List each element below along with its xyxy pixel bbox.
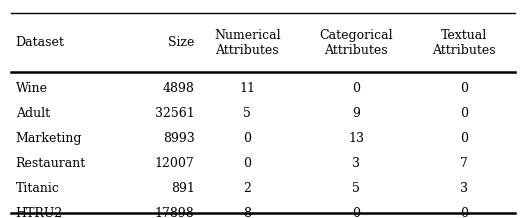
Text: 0: 0: [352, 207, 360, 218]
Text: Adult: Adult: [16, 107, 50, 120]
Text: 12007: 12007: [155, 157, 195, 170]
Text: Dataset: Dataset: [16, 36, 65, 49]
Text: Numerical
Attributes: Numerical Attributes: [214, 29, 280, 56]
Text: 11: 11: [239, 82, 255, 95]
Text: 17898: 17898: [155, 207, 195, 218]
Text: 13: 13: [348, 132, 365, 145]
Text: Marketing: Marketing: [16, 132, 82, 145]
Text: 0: 0: [460, 107, 468, 120]
Text: 0: 0: [460, 207, 468, 218]
Text: 5: 5: [352, 182, 360, 195]
Text: 8: 8: [243, 207, 251, 218]
Text: 4898: 4898: [163, 82, 195, 95]
Text: 0: 0: [460, 132, 468, 145]
Text: HTRU2: HTRU2: [16, 207, 63, 218]
Text: 891: 891: [171, 182, 195, 195]
Text: 3: 3: [352, 157, 360, 170]
Text: Textual
Attributes: Textual Attributes: [432, 29, 496, 56]
Text: 9: 9: [352, 107, 360, 120]
Text: 8993: 8993: [163, 132, 195, 145]
Text: 5: 5: [244, 107, 251, 120]
Text: 0: 0: [352, 82, 360, 95]
Text: 32561: 32561: [155, 107, 195, 120]
Text: 0: 0: [243, 132, 251, 145]
Text: 0: 0: [460, 82, 468, 95]
Text: 2: 2: [244, 182, 251, 195]
Text: Titanic: Titanic: [16, 182, 59, 195]
Text: 0: 0: [243, 157, 251, 170]
Text: 3: 3: [460, 182, 468, 195]
Text: Size: Size: [168, 36, 195, 49]
Text: Restaurant: Restaurant: [16, 157, 86, 170]
Text: Wine: Wine: [16, 82, 48, 95]
Text: Categorical
Attributes: Categorical Attributes: [320, 29, 393, 56]
Text: 7: 7: [460, 157, 468, 170]
